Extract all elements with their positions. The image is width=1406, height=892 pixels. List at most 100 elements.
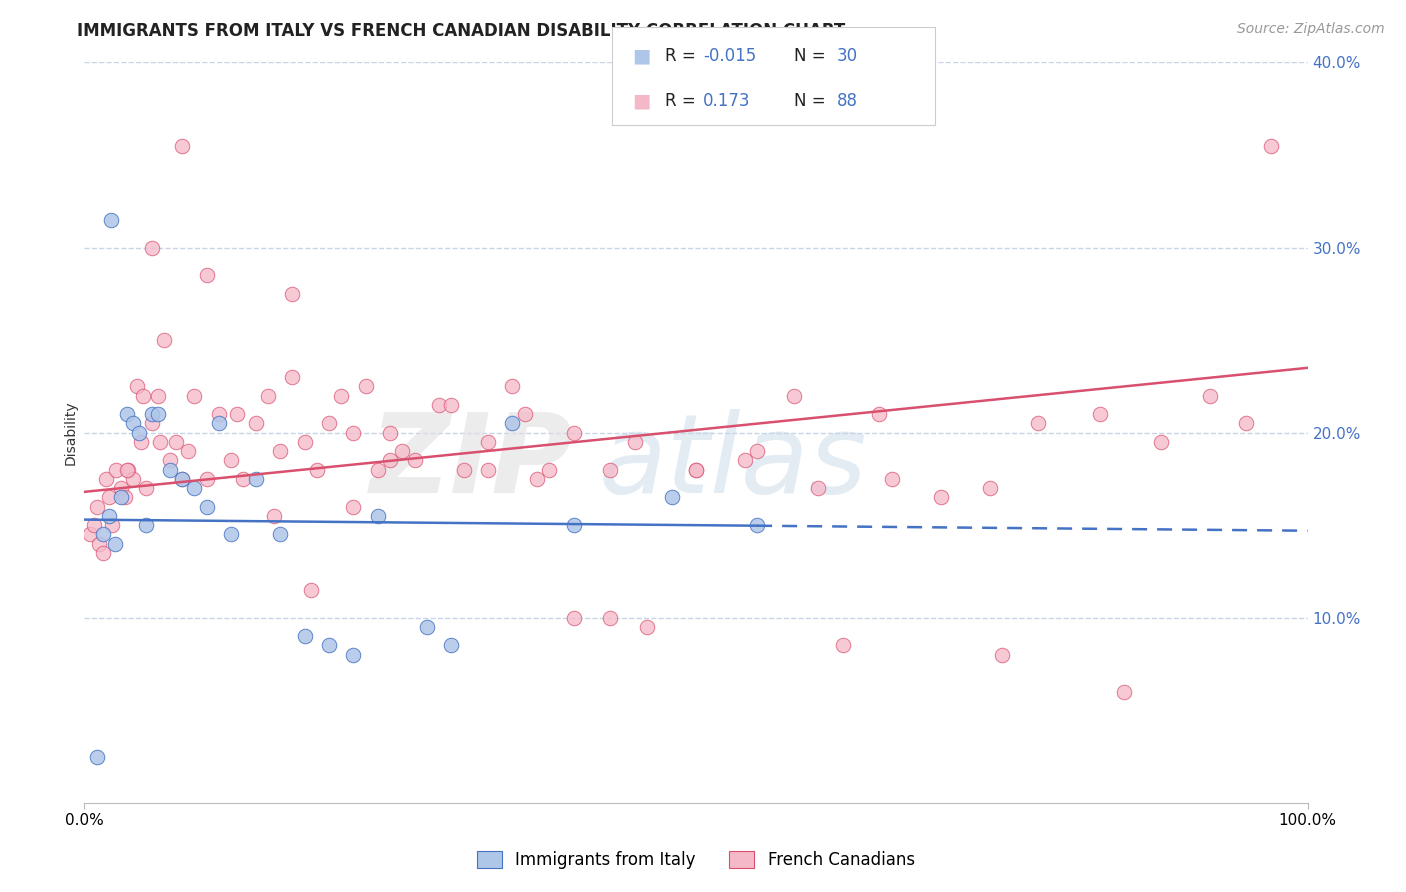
Text: ■: ■ xyxy=(633,46,651,66)
Point xyxy=(599,610,621,624)
Point xyxy=(427,398,450,412)
Point xyxy=(263,508,285,523)
Point xyxy=(114,491,136,505)
Point xyxy=(245,417,267,431)
Point xyxy=(117,462,139,476)
Text: IMMIGRANTS FROM ITALY VS FRENCH CANADIAN DISABILITY CORRELATION CHART: IMMIGRANTS FROM ITALY VS FRENCH CANADIAN… xyxy=(77,22,845,40)
Point xyxy=(747,518,769,533)
Text: N =: N = xyxy=(794,92,825,110)
Point xyxy=(1236,417,1258,431)
Point xyxy=(599,462,621,476)
Point xyxy=(141,417,163,431)
Point xyxy=(624,434,647,449)
Point xyxy=(281,286,304,301)
Point xyxy=(991,648,1014,662)
Point xyxy=(153,333,176,347)
Point xyxy=(87,536,110,550)
Point xyxy=(245,472,267,486)
Point xyxy=(979,481,1001,495)
Point xyxy=(128,425,150,440)
Text: ZIP: ZIP xyxy=(370,409,574,516)
Point xyxy=(330,388,353,402)
Point xyxy=(342,425,364,440)
Point xyxy=(115,462,138,476)
Point xyxy=(1114,685,1136,699)
Point xyxy=(294,629,316,643)
Point xyxy=(1028,417,1050,431)
Point xyxy=(97,491,120,505)
Point xyxy=(135,518,157,533)
Point xyxy=(562,518,585,533)
Point xyxy=(208,407,231,421)
Point xyxy=(91,546,114,560)
Point xyxy=(195,268,218,283)
Point xyxy=(380,453,402,467)
Point xyxy=(367,508,389,523)
Point xyxy=(141,240,163,255)
Point xyxy=(783,388,806,402)
Point xyxy=(122,417,145,431)
Point xyxy=(122,472,145,486)
Point xyxy=(734,453,756,467)
Point xyxy=(86,500,108,514)
Point xyxy=(299,582,322,597)
Text: -0.015: -0.015 xyxy=(703,47,756,65)
Point xyxy=(135,481,157,495)
Point xyxy=(526,472,548,486)
Point xyxy=(226,407,249,421)
Legend: Immigrants from Italy, French Canadians: Immigrants from Italy, French Canadians xyxy=(471,845,921,876)
Point xyxy=(1088,407,1111,421)
Point xyxy=(685,462,707,476)
Point xyxy=(477,434,499,449)
Point xyxy=(146,388,169,402)
Point xyxy=(110,491,132,505)
Point xyxy=(440,639,463,653)
Point xyxy=(367,462,389,476)
Point xyxy=(562,425,585,440)
Point xyxy=(391,444,413,458)
Point xyxy=(1260,138,1282,153)
Point xyxy=(354,379,377,393)
Text: 30: 30 xyxy=(837,47,858,65)
Point xyxy=(513,407,536,421)
Point xyxy=(177,444,200,458)
Point xyxy=(685,462,707,476)
Point xyxy=(141,407,163,421)
Point xyxy=(96,472,118,486)
Point xyxy=(132,388,155,402)
Text: ■: ■ xyxy=(633,91,651,111)
Point xyxy=(219,453,242,467)
Point xyxy=(305,462,328,476)
Point xyxy=(929,491,952,505)
Point xyxy=(129,434,152,449)
Point xyxy=(294,434,316,449)
Point xyxy=(342,500,364,514)
Point xyxy=(183,481,205,495)
Point xyxy=(219,527,242,541)
Point xyxy=(747,444,769,458)
Text: Source: ZipAtlas.com: Source: ZipAtlas.com xyxy=(1237,22,1385,37)
Point xyxy=(281,370,304,384)
Text: 0.173: 0.173 xyxy=(703,92,751,110)
Point xyxy=(502,417,524,431)
Point xyxy=(661,491,683,505)
Point xyxy=(880,472,903,486)
Point xyxy=(636,620,658,634)
Point xyxy=(101,518,124,533)
Point xyxy=(269,444,291,458)
Point xyxy=(380,425,402,440)
Point xyxy=(159,453,181,467)
Point xyxy=(807,481,830,495)
Point xyxy=(257,388,280,402)
Point xyxy=(79,527,101,541)
Point xyxy=(831,639,853,653)
Point xyxy=(232,472,254,486)
Point xyxy=(100,212,122,227)
Point xyxy=(342,648,364,662)
Point xyxy=(1150,434,1173,449)
Point xyxy=(172,472,194,486)
Text: R =: R = xyxy=(665,47,696,65)
Text: atlas: atlas xyxy=(598,409,866,516)
Point xyxy=(195,500,218,514)
Y-axis label: Disability: Disability xyxy=(63,401,77,465)
